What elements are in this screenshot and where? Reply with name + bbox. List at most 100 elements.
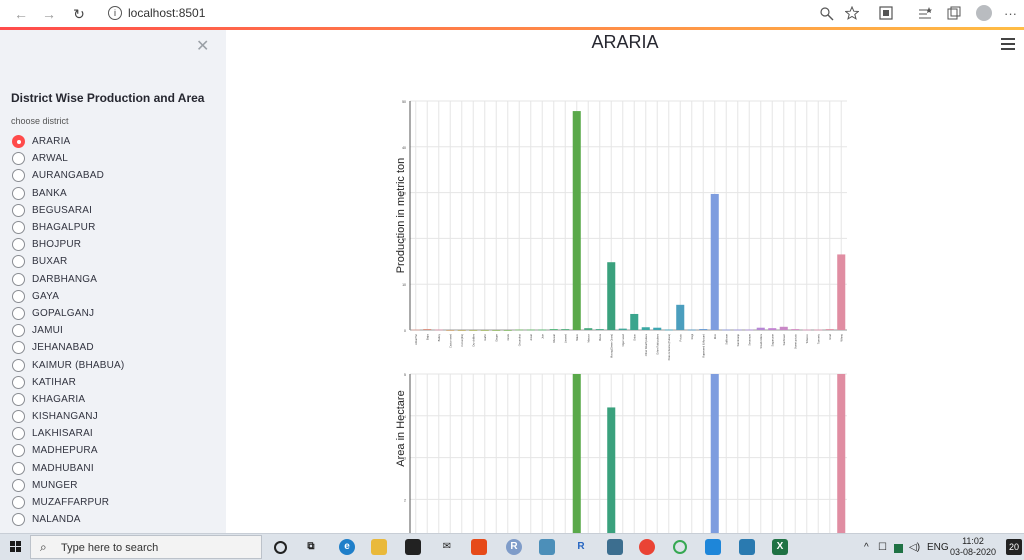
anaconda-icon[interactable] (673, 540, 687, 554)
district-option[interactable]: GAYA (12, 288, 124, 305)
bar (722, 329, 731, 331)
radio-button[interactable] (12, 478, 25, 492)
radio-button[interactable] (12, 358, 25, 372)
tray-network-icon[interactable]: ☐ (878, 542, 887, 553)
district-option[interactable]: DARBHANGA (12, 271, 124, 288)
district-option[interactable]: MUZAFFARPUR (12, 494, 124, 511)
district-option[interactable]: AURANGABAD (12, 167, 124, 184)
plot-area (410, 101, 847, 330)
radio-button[interactable] (12, 410, 25, 424)
back-icon[interactable]: ← (14, 6, 28, 22)
x-tick-label: Safflower (724, 334, 728, 345)
x-tick-label: Onion (632, 333, 636, 340)
bar (699, 329, 708, 330)
profile-avatar[interactable] (976, 5, 992, 21)
district-option[interactable]: BHOJPUR (12, 236, 124, 253)
radio-button[interactable] (12, 289, 25, 303)
district-option[interactable]: JEHANABAD (12, 339, 124, 356)
district-option[interactable]: NALANDA (12, 511, 124, 528)
favorite-star-icon[interactable] (845, 6, 859, 20)
district-option[interactable]: GOPALGANJ (12, 305, 124, 322)
site-info-icon[interactable]: i (108, 6, 122, 20)
rstudio-icon[interactable]: R (577, 541, 585, 552)
tray-app-icon[interactable] (894, 544, 903, 553)
address-bar[interactable]: localhost:8501 (128, 6, 206, 20)
windows-start-icon[interactable] (10, 541, 22, 553)
radio-button[interactable] (12, 152, 25, 166)
district-option[interactable]: KHAGARIA (12, 391, 124, 408)
radio-button[interactable] (12, 513, 25, 527)
x-tick-label: Barley (437, 333, 441, 341)
language-indicator[interactable]: ENG (927, 542, 949, 553)
favorites-list-icon[interactable] (918, 6, 932, 20)
district-option[interactable]: BEGUSARAI (12, 202, 124, 219)
store-icon[interactable] (405, 539, 421, 555)
district-option-label: KATIHAR (32, 376, 76, 388)
hamburger-menu-icon[interactable] (1001, 38, 1015, 53)
excel-icon[interactable]: X (772, 539, 788, 555)
district-option[interactable]: MADHUBANI (12, 460, 124, 477)
radio-button[interactable] (12, 135, 25, 149)
forward-icon[interactable]: → (42, 6, 56, 22)
x-tick-label: Other Kharif pulses (644, 333, 648, 356)
collections-icon[interactable] (947, 6, 961, 20)
edge-browser-icon[interactable]: e (339, 539, 355, 555)
radio-button[interactable] (12, 221, 25, 235)
extension-icon[interactable] (879, 6, 893, 20)
zoom-icon[interactable] (820, 7, 834, 21)
tray-chevron-icon[interactable]: ^ (864, 542, 869, 553)
cortana-icon[interactable] (274, 541, 287, 554)
browser-menu-icon[interactable]: ··· (1004, 6, 1017, 21)
district-option[interactable]: BUXAR (12, 253, 124, 270)
district-option[interactable]: KISHANGANJ (12, 408, 124, 425)
district-option[interactable]: ARWAL (12, 150, 124, 167)
clock[interactable]: 11:02 03-08-2020 (948, 536, 998, 558)
vscode-icon[interactable] (705, 539, 721, 555)
office-icon[interactable] (471, 539, 487, 555)
r-app-icon[interactable]: R (506, 539, 522, 555)
close-sidebar-icon[interactable]: ✕ (196, 38, 210, 55)
district-option[interactable]: MUNGER (12, 477, 124, 494)
bar (480, 330, 489, 331)
district-option[interactable]: MADHEPURA (12, 442, 124, 459)
x-tick-label: Arhar/Tur (414, 334, 418, 345)
notification-center-icon[interactable]: 20 (1006, 539, 1022, 555)
district-option[interactable]: BANKA (12, 185, 124, 202)
file-explorer-icon[interactable] (371, 539, 387, 555)
radio-button[interactable] (12, 306, 25, 320)
district-option[interactable]: KAIMUR (BHABUA) (12, 356, 124, 373)
radio-button[interactable] (12, 341, 25, 355)
radio-button[interactable] (12, 238, 25, 252)
district-option[interactable]: ARARIA (12, 133, 124, 150)
district-option[interactable]: KATIHAR (12, 374, 124, 391)
bar (825, 329, 834, 330)
taskbar-search[interactable]: ⌕ Type here to search (30, 535, 262, 559)
district-option[interactable]: JAMUI (12, 322, 124, 339)
district-option[interactable]: LAKHISARAI (12, 425, 124, 442)
mail-icon[interactable]: ✉ (442, 541, 452, 552)
radio-button[interactable] (12, 272, 25, 286)
radio-button[interactable] (12, 324, 25, 338)
district-option-label: ARARIA (32, 136, 71, 148)
radio-button[interactable] (12, 186, 25, 200)
chrome-icon[interactable] (639, 539, 655, 555)
app-icon[interactable] (607, 539, 623, 555)
reload-icon[interactable]: ↻ (73, 6, 85, 22)
radio-button[interactable] (12, 496, 25, 510)
district-option[interactable]: BHAGALPUR (12, 219, 124, 236)
radio-button[interactable] (12, 427, 25, 441)
radio-button[interactable] (12, 203, 25, 217)
bar (549, 329, 558, 330)
volume-icon[interactable]: ◁) (909, 542, 921, 553)
radio-button[interactable] (12, 169, 25, 183)
bar (676, 304, 685, 330)
radio-button[interactable] (12, 444, 25, 458)
app-icon-2[interactable] (739, 539, 755, 555)
radio-button[interactable] (12, 255, 25, 269)
radio-button[interactable] (12, 375, 25, 389)
x-tick-label: Cotton(lint) (460, 334, 464, 347)
radio-button[interactable] (12, 461, 25, 475)
jupyter-icon[interactable] (539, 539, 555, 555)
radio-button[interactable] (12, 392, 25, 406)
task-view-icon[interactable]: ⧉ (307, 541, 315, 552)
